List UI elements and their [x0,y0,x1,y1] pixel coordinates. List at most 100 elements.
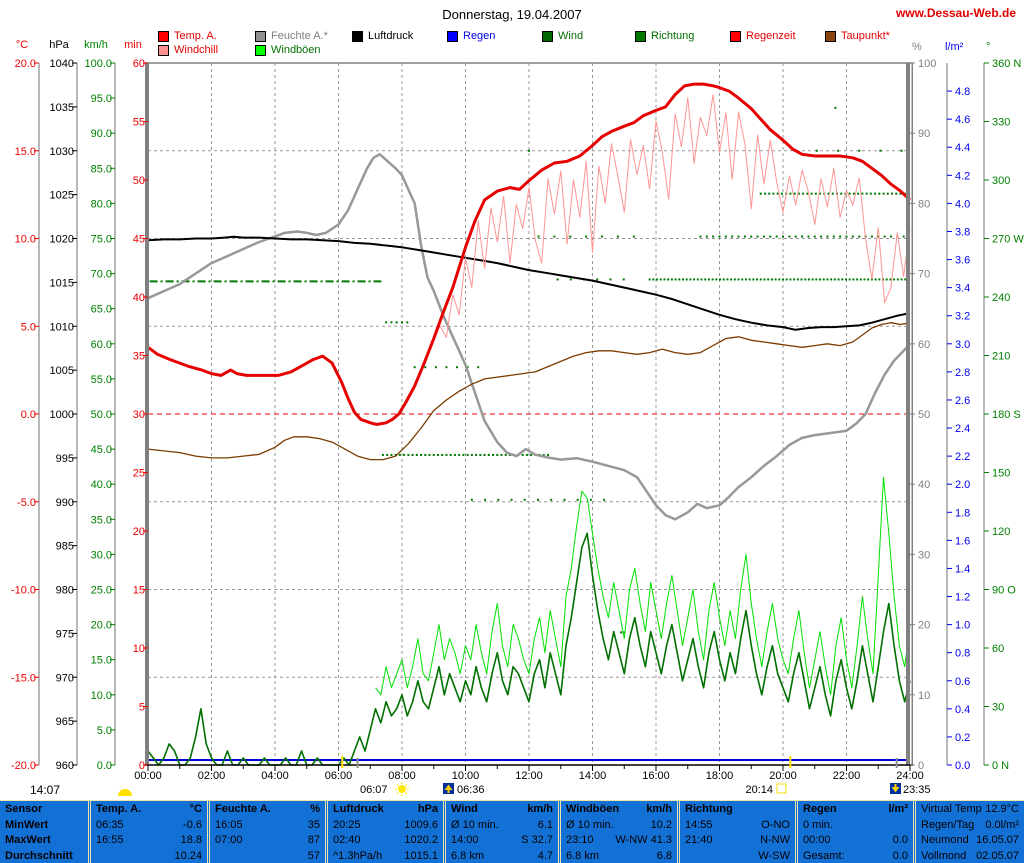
tick-label: 2.0 [955,479,970,491]
cell-0: Ø 10 min. 10.2 [561,817,677,833]
tick-label: 10 [133,643,145,655]
tick-label: 90.0 [91,128,112,140]
col-header-value: l/m² [888,802,908,815]
tick-label: 90 [918,128,930,140]
tick-label: 240 [992,292,1010,304]
tick-label: 980 [56,585,74,597]
tick-label: 1.6 [955,535,970,547]
tick-label: 100.0 [84,58,112,70]
tick-label: 1.4 [955,563,970,575]
tick-label: 15.0 [15,146,36,158]
temp-line [147,82,912,426]
website-link[interactable]: www.Dessau-Web.de [895,6,1016,20]
row-label-1-label: MaxWert [5,834,51,847]
sunset-label: 20:14 [745,784,773,796]
time-tick-label: 24:00 [896,770,924,782]
col-header-value: km/h [646,802,672,815]
tick-label: 30.0 [91,549,112,561]
table-column-temp-a-: Temp. A. °C 06:35 -0.6 16:55 18.8 10.24 [88,801,207,863]
legend-item-taupunkt-: Taupunkt* [825,30,890,42]
tick-label: 70 [918,269,930,281]
tick-label: -10.0 [11,585,36,597]
series-luftdruck [147,235,911,331]
tick-label: -5.0 [17,497,36,509]
table-column-regen: Regen l/m² 0 min. 00:00 0.0 Gesamt: 0.0 [795,801,913,863]
table-column-feuchte-a-: Feuchte A.% 16:05 35 07:00 87 57 [207,801,325,863]
row-label-2: Durchschnitt [0,848,88,863]
tick-label: 35.0 [91,514,112,526]
tick-label: 60 [918,339,930,351]
cell-2-value: 0.0 [892,849,908,862]
tick-label: 50.0 [91,409,112,421]
tick-label: 0.0 [21,409,36,421]
info-cell-3: Vollmond 02.05.07 [916,848,1024,863]
tick-label: 10.0 [15,234,36,246]
cell-0-value: 35 [307,818,320,831]
tick-label: 5.0 [97,725,112,737]
time-tick-label: 12:00 [515,770,543,782]
legend-label: Wind [558,30,584,42]
legend-swatch-icon [825,30,836,42]
cell-1: 21:40 N-NW [680,832,795,848]
cell-2-value: 57 [307,849,320,862]
tick-label: 970 [56,672,74,684]
tick-label: 15 [133,585,145,597]
tick-label: 100 [918,58,936,70]
legend-label: Temp. A. [174,30,217,42]
cell-2-value: 1015.1 [404,849,438,862]
axis-unit-label: l/m² [945,41,964,53]
series-windboeen [375,476,911,696]
col-header-label: Windböen [566,802,620,815]
cell-1-label: 21:40 [685,834,713,847]
tick-label: 1005 [50,365,74,377]
tick-label: 4.2 [955,170,970,182]
luftdruck-line [147,235,911,331]
info-cell-3-value: 02.05.07 [976,849,1019,862]
legend-item-wind: Wind [542,30,583,42]
legend-swatch-icon [255,44,266,56]
tick-label: 330 [992,117,1010,129]
day-length-icon [118,789,132,796]
tick-label: 965 [56,716,74,728]
legend-swatch-icon [447,30,458,42]
cell-1-value: 1020.2 [404,834,438,847]
cell-0-label: 14:55 [685,818,713,831]
legend-swatch-icon [730,30,741,42]
col-header: Luftdruck hPa [328,801,443,817]
time-tick-label: 18:00 [706,770,734,782]
legend-label: Regenzeit [746,30,796,42]
tick-label: 3.6 [955,255,970,267]
tick-label: 995 [56,453,74,465]
axis-speed_kmh: km/h 0.0 5.0 10.0 15.0 20.0 25.0 30.0 35.0 40.0 45… [84,39,116,772]
tick-label: 30 [133,409,145,421]
cell-0: 16:05 35 [210,817,325,833]
sunrise-label: 06:07 [360,784,388,796]
sunset-icon [776,783,787,794]
legend-item-regen: Regen [447,30,495,42]
cell-2-value: 4.7 [537,849,553,862]
legend-item-richtung: Richtung [635,30,694,42]
tick-label: 4.0 [955,198,970,210]
info-cell-2-label: Neumond [921,834,969,847]
time-tick-label: 06:00 [325,770,353,782]
tick-label: 45 [133,234,145,246]
tick-label: 40 [918,479,930,491]
tick-label: 25 [133,468,145,480]
tick-label: 1015 [50,277,74,289]
tick-label: 0.8 [955,648,970,660]
table-column-luftdruck: Luftdruck hPa 20:25 1009.6 02:40 1020.2 ^1.3hP… [325,801,443,863]
cell-1: 14:00 S 32.7 [446,832,558,848]
time-tick-label: 02:00 [198,770,226,782]
cell-2-label: ^1.3hPa/h [333,849,383,862]
tick-label: 0.0 [955,760,970,772]
tick-label: -20.0 [11,760,36,772]
tick-label: 85.0 [91,163,112,175]
axis-pressure_hpa: hPa 960 965 970 975 980 985 990 995 1000 1005 1010 1… [49,39,78,772]
legend-label: Feuchte A.* [271,30,328,42]
series-feuchte [147,153,911,521]
info-cell-2: Neumond 16.05.07 [916,832,1024,848]
tick-label: 50 [133,175,145,187]
moonrise-icon [443,783,454,794]
cell-1: 00:00 0.0 [798,832,913,848]
